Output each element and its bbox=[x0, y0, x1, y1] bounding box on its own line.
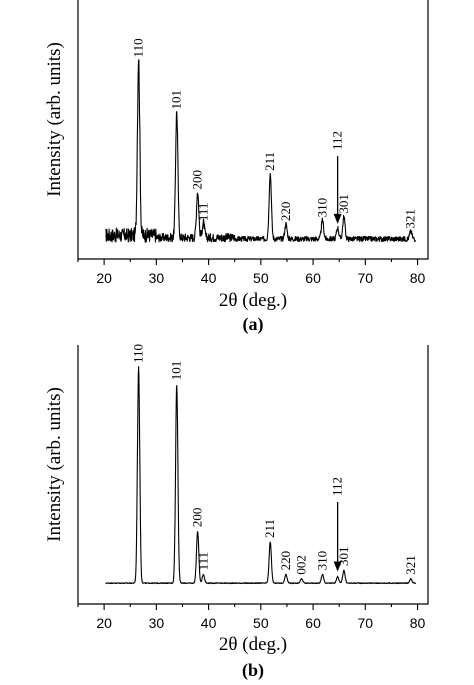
peak-label: 112 bbox=[330, 131, 345, 150]
peak-label: 321 bbox=[403, 555, 418, 575]
peak-label: 111 bbox=[195, 552, 210, 571]
x-axis-title: 2θ (deg.) bbox=[219, 634, 287, 655]
x-tick-label: 50 bbox=[253, 270, 269, 286]
panel-a: 20 30 40 50 60 70 80 2θ (deg.) Intensity (arb. u… bbox=[44, 0, 429, 335]
y-axis-title: Intensity (arb. units) bbox=[44, 387, 65, 542]
arrow-head bbox=[333, 561, 342, 572]
x-axis-title: 2θ (deg.) bbox=[219, 290, 287, 311]
panel-b: 20 30 40 50 60 70 80 2θ (deg.) Intensity (arb. u… bbox=[44, 344, 429, 681]
x-tick-label: 80 bbox=[410, 270, 426, 286]
axis-frame bbox=[77, 0, 429, 260]
arrow-head bbox=[333, 213, 342, 224]
peak-label: 310 bbox=[314, 198, 329, 218]
peak-label: 112 bbox=[330, 477, 345, 496]
x-tick-label: 20 bbox=[96, 615, 112, 631]
peak-label: 110 bbox=[131, 38, 146, 57]
x-tick-label: 60 bbox=[305, 270, 321, 286]
peak-label: 211 bbox=[262, 519, 277, 538]
y-axis-title: Intensity (arb. units) bbox=[44, 42, 65, 197]
xrd-trace bbox=[105, 366, 417, 585]
x-tick-label: 40 bbox=[201, 270, 217, 286]
peak-label: 301 bbox=[336, 194, 351, 214]
x-tick-label: 40 bbox=[201, 615, 217, 631]
x-tick-label: 20 bbox=[96, 270, 112, 286]
peak-label: 211 bbox=[262, 152, 277, 171]
peak-label: 200 bbox=[190, 508, 205, 528]
peak-label: 101 bbox=[169, 361, 184, 381]
peak-label: 111 bbox=[195, 203, 210, 222]
peak-label: 301 bbox=[336, 547, 351, 567]
x-tick-label: 30 bbox=[149, 270, 165, 286]
xrd-trace bbox=[105, 59, 417, 243]
x-tick-label: 80 bbox=[410, 615, 426, 631]
axis-frame bbox=[77, 345, 429, 605]
x-tick-label: 70 bbox=[358, 615, 374, 631]
peak-label: 321 bbox=[403, 209, 418, 229]
panel-label: (a) bbox=[243, 314, 264, 335]
peak-label: 220 bbox=[278, 551, 293, 571]
peak-label: 101 bbox=[169, 90, 184, 110]
peak-label: 002 bbox=[294, 555, 309, 575]
peak-label: 220 bbox=[278, 202, 293, 222]
panel-label: (b) bbox=[242, 660, 264, 681]
peak-label: 200 bbox=[190, 170, 205, 190]
peak-label: 110 bbox=[131, 344, 146, 363]
x-tick-label: 50 bbox=[253, 615, 269, 631]
x-tick-label: 70 bbox=[358, 270, 374, 286]
x-tick-label: 60 bbox=[305, 615, 321, 631]
x-tick-label: 30 bbox=[149, 615, 165, 631]
peak-label: 310 bbox=[314, 551, 329, 571]
